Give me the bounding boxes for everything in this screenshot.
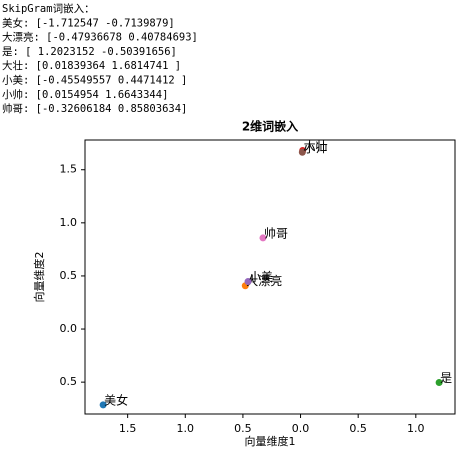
point-label: 是 — [440, 371, 452, 385]
point-label: 小美 — [249, 270, 273, 284]
output-line: 大壮: [0.01839364 1.6814741 ] — [2, 59, 181, 72]
point — [259, 234, 267, 242]
point-label: 美女 — [104, 392, 128, 407]
y-tick-label: 1.0 — [60, 216, 78, 229]
x-axis-label: 向量维度1 — [245, 434, 296, 448]
y-tick-label: 0.5 — [60, 269, 78, 282]
output-line: 美女: [-1.712547 -0.7139879] — [2, 16, 175, 29]
x-tick-label: 1.5 — [119, 422, 137, 435]
x-tick-label: 1.0 — [407, 422, 425, 435]
plot-frame — [84, 139, 456, 415]
output-line: 是: [ 1.2023152 -0.50391656] — [2, 46, 177, 58]
point-label: 大漂亮 — [246, 273, 282, 288]
x-tick-label: 1.0 — [177, 422, 195, 435]
chart-title: 2维词嵌入 — [242, 119, 298, 134]
y-tick-label: 1.5 — [60, 163, 78, 176]
output-line: 大漂亮: [-0.47936678 0.40784693] — [2, 31, 198, 44]
x-tick-label: 0.0 — [292, 422, 310, 435]
x-tick-label: 0.5 — [234, 422, 252, 435]
y-tick-label: 0.0 — [60, 322, 78, 335]
output-line: SkipGram词嵌入： — [2, 3, 95, 15]
point — [244, 278, 252, 286]
output-line: 小帅: [0.0154954 1.6643344] — [2, 88, 168, 101]
point-label: 帅哥 — [264, 226, 288, 240]
point-label: 小帅 — [303, 141, 327, 155]
point-label: 大壮 — [304, 139, 328, 153]
x-tick-label: 0.5 — [349, 422, 367, 435]
output-line: 帅哥: [-0.32606184 0.85803634] — [2, 102, 187, 115]
point — [435, 379, 443, 387]
output-line: 小美: [-0.45549557 0.4471412 ] — [2, 74, 187, 87]
y-tick-label: 0.5 — [60, 375, 78, 388]
point — [99, 401, 107, 409]
y-axis-label: 向量维度2 — [32, 252, 46, 303]
point — [298, 148, 306, 156]
